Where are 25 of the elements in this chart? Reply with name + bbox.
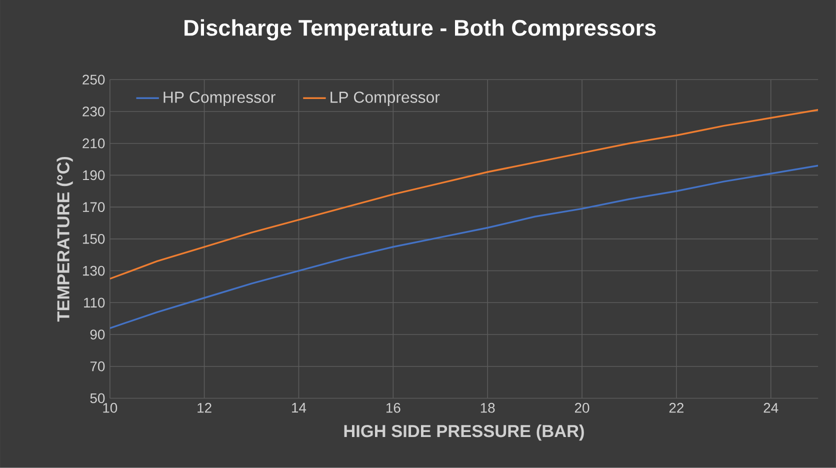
line-series (110, 164, 818, 330)
y-tick-label: 230 (82, 106, 105, 116)
legend-label: LP Compressor (330, 92, 440, 106)
y-tick-label: 190 (83, 170, 105, 180)
x-tick-label: 18 (480, 402, 495, 413)
y-tick-label: 250 (82, 74, 105, 85)
x-tick-label: 20 (574, 402, 590, 413)
x-tick-label: 22 (669, 402, 684, 413)
x-axis-title: HIGH SIDE PRESSURE (BAR) (344, 424, 584, 441)
legend-label: HP Compressor (164, 92, 276, 106)
x-tick-label: 10 (103, 402, 118, 413)
x-tick-label: 12 (198, 402, 212, 413)
x-tick-label: 24 (764, 402, 778, 413)
y-axis-title: TEMPERATURE (°C) (56, 156, 73, 322)
x-tick-label: 14 (292, 402, 306, 413)
y-tick-label: 50 (90, 393, 105, 404)
chart-title: Discharge Temperature - Both Compressors (184, 19, 656, 40)
y-tick-label: 170 (83, 202, 105, 212)
y-tick-label: 110 (84, 298, 105, 308)
y-tick-label: 210 (82, 138, 105, 148)
x-tick-label: 16 (386, 402, 400, 413)
y-tick-label: 130 (83, 266, 105, 276)
y-tick-label: 70 (90, 361, 105, 372)
y-tick-label: 90 (90, 330, 105, 340)
y-tick-label: 150 (83, 234, 105, 244)
